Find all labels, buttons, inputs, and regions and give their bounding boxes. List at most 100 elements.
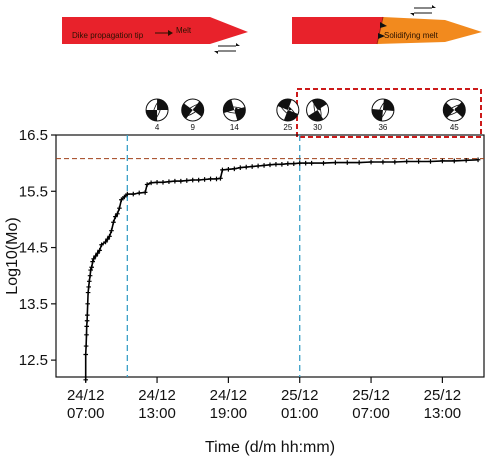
data-point [196, 177, 201, 183]
data-point [105, 236, 110, 242]
data-point [428, 159, 433, 164]
data-point [166, 179, 172, 185]
data-point [303, 160, 308, 166]
beachball-nodal-plane [377, 100, 389, 120]
beachball-p-axis [235, 107, 238, 111]
x-tick-label-time: 19:00 [210, 405, 248, 422]
beachball-quadrant [157, 99, 169, 110]
data-point [130, 191, 136, 197]
plot-frame [55, 134, 485, 378]
data-point [90, 259, 95, 264]
data-point [178, 178, 184, 184]
y-tick-label: 16.5 [19, 127, 48, 144]
beachball-nodal-plane [223, 106, 245, 114]
data-point [172, 178, 178, 184]
data-point [404, 159, 410, 164]
crack-icon-2 [378, 33, 385, 39]
data-point [89, 264, 94, 270]
x-tick-label-date: 25/12 [352, 387, 390, 404]
dike-propagation-schematic: Dike propagation tip Melt [62, 17, 248, 54]
data-point [255, 163, 261, 169]
data-point [291, 161, 297, 167]
x-tick-label-date: 24/12 [67, 387, 105, 404]
beachball-30: 30 [306, 98, 330, 132]
beachball-25: 25 [276, 98, 300, 132]
data-point [333, 160, 338, 165]
data-point [208, 176, 213, 182]
beachball-label: 30 [313, 123, 322, 132]
beachball-4: 4 [145, 98, 169, 132]
beachball-p-axis [157, 107, 161, 111]
dike-body [62, 17, 248, 44]
data-point [86, 279, 92, 284]
x-tick-label-time: 01:00 [281, 405, 319, 422]
shear-arrows-icon-2 [410, 5, 436, 16]
data-point [87, 273, 93, 278]
data-point [99, 242, 104, 248]
data-point [218, 176, 223, 181]
x-tick-label-time: 13:00 [424, 405, 462, 422]
x-tick-label-date: 24/12 [210, 387, 248, 404]
beachball-row: 4 9 14 25 30 36 45 [145, 98, 466, 132]
data-point [85, 290, 91, 295]
data-point [249, 164, 255, 169]
data-point [160, 179, 166, 185]
x-tick-label-time: 07:00 [67, 405, 105, 422]
data-point [214, 176, 219, 182]
data-point [83, 377, 89, 383]
data-point [321, 160, 326, 166]
data-point [220, 167, 225, 173]
data-point [261, 163, 267, 168]
data-point [85, 312, 90, 318]
data-point [440, 158, 445, 164]
data-point [86, 284, 91, 290]
data-point [148, 180, 154, 186]
data-point [91, 256, 96, 262]
beachball-label: 45 [450, 123, 459, 132]
data-point [111, 219, 116, 225]
data-point [97, 248, 102, 253]
data-point [451, 158, 457, 164]
data-point [93, 253, 98, 259]
y-tick-label: 15.5 [19, 183, 48, 200]
data-point [154, 179, 160, 185]
data-point [463, 158, 469, 163]
data-point [84, 318, 90, 324]
series-layer [83, 157, 481, 383]
data-point [83, 343, 89, 349]
beachball-p-axis [383, 107, 387, 111]
y-axis: 12.5 13.5 14.5 15.5 16.5 [19, 127, 56, 369]
x-tick-label-date: 24/12 [138, 387, 176, 404]
data-point [279, 161, 285, 167]
data-point [83, 352, 89, 357]
data-point [122, 194, 127, 200]
dike-red-section [292, 17, 383, 44]
beachball-36: 36 [371, 98, 395, 132]
data-point [237, 165, 243, 170]
data-point [144, 182, 150, 187]
data-point [368, 159, 374, 165]
data-point [136, 190, 142, 196]
x-axis-title: Time (d/m hh:mm) [205, 439, 335, 456]
beachball-45: 45 [442, 98, 466, 132]
beachball-nodal-plane [183, 103, 202, 117]
shear-arrows-icon [214, 43, 240, 54]
data-point [416, 159, 421, 164]
beachball-quadrant [234, 106, 246, 121]
data-point [85, 301, 91, 307]
data-point [344, 160, 350, 165]
beachball-label: 4 [155, 123, 160, 132]
beachball-label: 25 [283, 123, 292, 132]
beachball-nodal-plane [444, 104, 464, 116]
beachball-quadrant [371, 109, 383, 121]
reference-lines [56, 135, 484, 377]
plot-area: 12.513.514.515.516.5 24/1207:0024/1213:0… [19, 127, 485, 422]
data-point [125, 191, 130, 197]
data-point [297, 160, 303, 166]
data-point [356, 160, 362, 165]
solidifying-section [377, 17, 482, 44]
data-point [273, 161, 279, 167]
data-point [380, 159, 386, 165]
beachball-quadrant [223, 99, 235, 114]
